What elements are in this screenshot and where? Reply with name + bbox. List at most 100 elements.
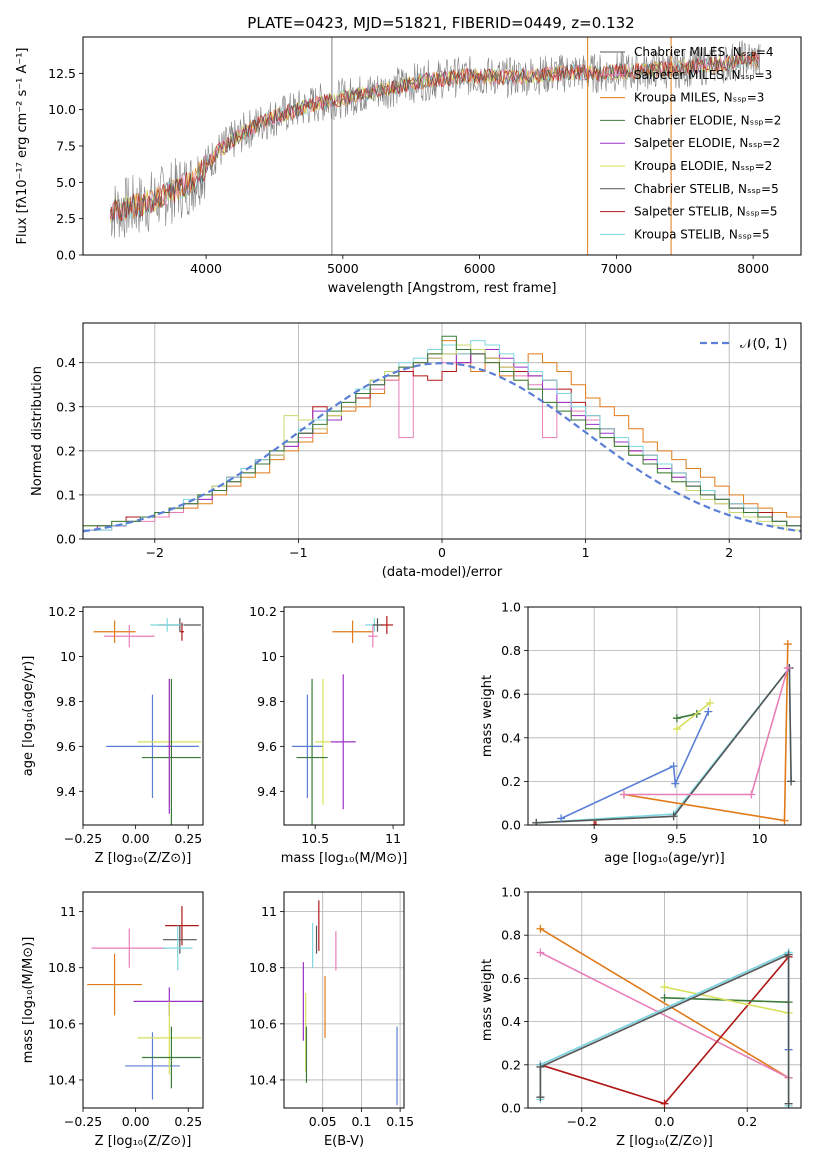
x-tick-label: −0.25	[64, 1114, 102, 1129]
y-tick-label: 12.5	[48, 66, 76, 81]
x-tick-label: 0.05	[309, 1114, 337, 1129]
panel-residuals: −2 −1 0 1 2 0.0 0.1 0.2 0.3 0.4 (data-model)/error…	[30, 322, 802, 580]
y-tick-label: 10.6	[48, 1016, 76, 1031]
weight-marker	[590, 821, 599, 825]
y-tick-label: 7.5	[56, 139, 76, 154]
x-axis-label: (data-model)/error	[382, 565, 503, 580]
histogram-series-0	[83, 340, 801, 539]
axes-frame	[283, 606, 405, 826]
weight-series-4	[560, 711, 710, 820]
x-tick-label: 10	[752, 831, 768, 846]
plot-area	[87, 906, 203, 1100]
legend-label: 𝒩(0, 1)	[740, 337, 787, 352]
y-tick-label: 0.4	[501, 730, 521, 745]
y-tick-label: 11	[261, 904, 277, 919]
y-tick-label: 0.2	[56, 443, 76, 458]
y-tick-label: 10.8	[249, 960, 277, 975]
weight-marker	[672, 725, 681, 734]
y-tick-label: 10.0	[48, 102, 76, 117]
weight-marker	[672, 714, 681, 723]
weight-marker	[660, 993, 669, 1002]
weight-series-6	[676, 702, 711, 730]
y-tick-label: 10.8	[48, 960, 76, 975]
x-axis-label: E(B-V)	[324, 1134, 364, 1149]
weight-series-5	[676, 713, 697, 719]
weight-marker	[532, 818, 541, 825]
weight-marker	[784, 1099, 793, 1108]
y-axis-label: age [log₁₀(age/yr)]	[21, 656, 36, 777]
plot-area	[528, 892, 801, 1108]
legend-label: Chabrier MILES, Nₛₛₚ=4	[634, 45, 774, 59]
panel-age-vs-mass: 10.5 11 9.4 9.6 9.8 10 10.2 mass [log₁₀(M/M⊙)]	[249, 604, 407, 866]
x-tick-label: 0	[438, 545, 446, 560]
panel-weight-vs-z: −0.2 0.0 0.2 0.0 0.2 0.4 0.6 0.8 1.0 Z [log₁₀(Z/Z…	[480, 885, 802, 1149]
x-tick-label: 11	[385, 831, 401, 846]
weight-marker	[669, 762, 678, 771]
plot-area	[93, 618, 201, 825]
weight-series-1	[536, 665, 792, 824]
y-tick-label: 0.0	[501, 818, 521, 833]
weight-marker	[536, 948, 545, 957]
x-tick-label: −0.2	[567, 1114, 597, 1129]
weight-marker	[591, 821, 600, 825]
weight-marker	[536, 924, 545, 933]
y-tick-label: 0.3	[56, 399, 76, 414]
y-tick-label: 0.0	[501, 1101, 521, 1116]
plot-area	[110, 37, 761, 255]
y-axis-label: Flux [fλ10⁻¹⁷ erg cm⁻² s⁻¹ A⁻¹]	[15, 48, 30, 245]
x-tick-label: 0.25	[174, 1114, 202, 1129]
x-axis-label: Z [log₁₀(Z/Z⊙)]	[95, 1134, 192, 1149]
panel-mass-vs-z: −0.25 0.00 0.25 10.4 10.6 10.8 11 Z [log₁₀(Z/Z⊙…	[21, 891, 204, 1149]
axes-frame	[82, 606, 204, 826]
x-axis-label: wavelength [Angstrom, rest frame]	[328, 281, 557, 296]
y-tick-label: 10.4	[48, 1072, 76, 1087]
figure-title: PLATE=0423, MJD=51821, FIBERID=0449, z=0…	[247, 14, 634, 32]
legend-label: Chabrier STELIB, Nₛₛₚ=5	[634, 182, 779, 196]
weight-series-5	[664, 986, 789, 1014]
x-tick-label: −2	[146, 545, 164, 560]
x-tick-label: 0.25	[174, 831, 202, 846]
weight-marker	[747, 790, 756, 799]
x-tick-label: 0.00	[122, 1114, 150, 1129]
weight-marker	[783, 640, 792, 649]
spectrum-trace	[110, 52, 759, 222]
y-tick-label: 10.2	[48, 604, 76, 619]
weight-marker	[557, 814, 566, 823]
y-tick-label: 11	[60, 904, 76, 919]
legend-label: Salpeter ELODIE, Nₛₛₚ=2	[634, 136, 780, 150]
x-tick-label: 8000	[737, 261, 769, 276]
x-tick-label: 5000	[327, 261, 359, 276]
y-tick-label: 1.0	[501, 885, 521, 900]
plot-area	[284, 892, 404, 1108]
weight-marker	[669, 812, 678, 821]
y-tick-label: 10	[60, 649, 76, 664]
y-tick-label: 0.0	[56, 248, 76, 263]
axes-frame	[82, 891, 204, 1109]
x-axis-label: age [log₁₀(age/yr)]	[604, 851, 725, 866]
y-tick-label: 9.4	[56, 784, 76, 799]
legend-label: Kroupa ELODIE, Nₛₛₚ=2	[634, 159, 772, 173]
y-tick-label: 0.2	[501, 1057, 521, 1072]
x-tick-label: 0.15	[386, 1114, 414, 1129]
plot-area	[83, 323, 801, 539]
weight-series-0	[539, 928, 790, 1079]
x-tick-label: 6000	[464, 261, 496, 276]
y-tick-label: 1.0	[501, 600, 521, 615]
y-tick-label: 0.2	[501, 774, 521, 789]
y-tick-label: 0.8	[501, 643, 521, 658]
y-tick-label: 0.0	[56, 532, 76, 547]
normal-curve	[83, 361, 801, 533]
x-tick-label: 4000	[190, 261, 222, 276]
y-tick-label: 0.6	[501, 971, 521, 986]
x-tick-label: 7000	[600, 261, 632, 276]
axes-frame	[527, 606, 802, 826]
y-tick-label: 5.0	[56, 175, 76, 190]
y-tick-label: 10.2	[249, 604, 277, 619]
weight-marker	[780, 816, 789, 825]
weight-marker	[783, 664, 792, 673]
x-tick-label: 2	[725, 545, 733, 560]
panel-spectrum: 4000 5000 6000 7000 8000 0.0 2.5 5.0 7.5 10.0 12.5…	[15, 36, 802, 296]
y-axis-label: mass weight	[480, 959, 495, 1041]
weight-marker	[660, 1099, 669, 1108]
